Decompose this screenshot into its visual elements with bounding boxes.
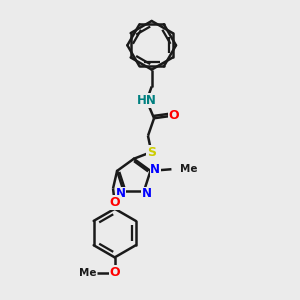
Text: Me: Me	[180, 164, 197, 174]
Text: Me: Me	[79, 268, 96, 278]
Text: S: S	[147, 146, 156, 158]
Text: N: N	[150, 163, 160, 176]
Text: O: O	[168, 109, 179, 122]
Text: O: O	[110, 266, 120, 279]
Text: O: O	[110, 196, 120, 209]
Text: N: N	[116, 188, 126, 200]
Text: N: N	[142, 188, 152, 200]
Text: HN: HN	[137, 94, 157, 107]
